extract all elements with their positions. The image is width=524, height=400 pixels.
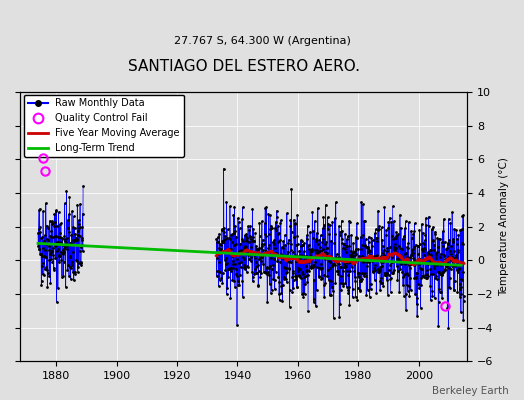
Text: Berkeley Earth: Berkeley Earth (432, 386, 508, 396)
Title: SANTIAGO DEL ESTERO AERO.: SANTIAGO DEL ESTERO AERO. (127, 59, 359, 74)
Legend: Raw Monthly Data, Quality Control Fail, Five Year Moving Average, Long-Term Tren: Raw Monthly Data, Quality Control Fail, … (24, 94, 184, 157)
Y-axis label: Temperature Anomaly (°C): Temperature Anomaly (°C) (499, 157, 509, 296)
Text: 27.767 S, 64.300 W (Argentina): 27.767 S, 64.300 W (Argentina) (173, 36, 351, 46)
